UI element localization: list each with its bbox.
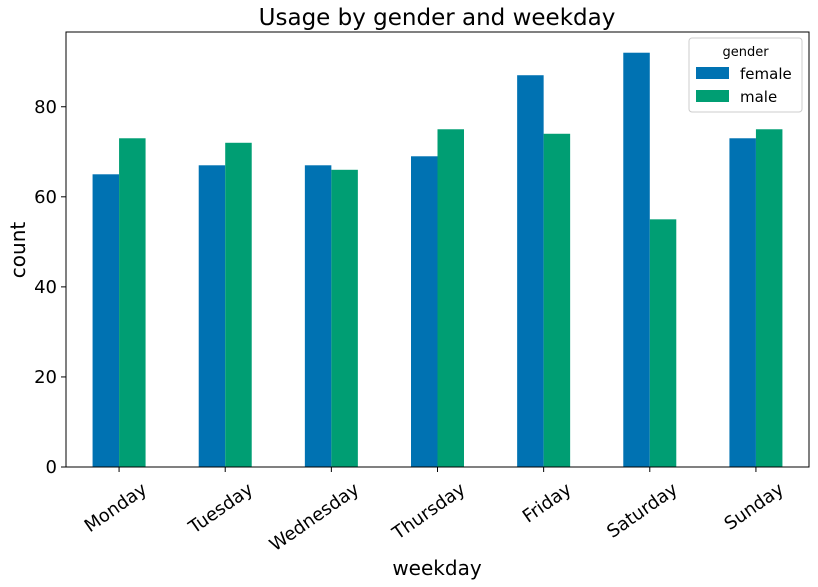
bar-male-tuesday [225, 142, 252, 467]
x-tick-label-saturday: Saturday [603, 479, 682, 543]
y-axis-title: count [6, 222, 30, 279]
bars-group [92, 52, 783, 468]
bar-female-friday [517, 75, 544, 468]
y-tick-label: 60 [34, 187, 57, 208]
y-tick-label: 40 [34, 277, 57, 298]
bar-male-friday [543, 133, 571, 467]
x-tick-label-thursday: Thursday [388, 479, 470, 545]
chart-title: Usage by gender and weekday [259, 5, 616, 31]
legend-swatch-female [696, 67, 729, 79]
x-tick-label-sunday: Sunday [721, 479, 789, 535]
bar-female-thursday [411, 156, 438, 468]
x-axis: Monday Tuesday Wednesday Thursday Friday Satu… [81, 467, 788, 556]
plot-frame [65, 31, 810, 468]
bar-female-wednesday [304, 165, 332, 467]
y-axis: 0 20 40 60 80 [34, 97, 66, 478]
y-tick-label: 80 [34, 97, 57, 118]
bar-male-monday [119, 138, 146, 467]
bar-male-thursday [437, 129, 464, 467]
x-axis-title: weekday [392, 556, 482, 580]
y-tick-label: 0 [46, 457, 57, 478]
bar-male-saturday [649, 219, 677, 467]
x-tick-label-wednesday: Wednesday [266, 479, 364, 556]
legend: gender female male [688, 37, 803, 113]
x-tick-label-tuesday: Tuesday [184, 479, 257, 539]
legend-swatch-male [696, 90, 729, 102]
legend-label-male: male [740, 88, 777, 106]
legend-title: gender [722, 45, 769, 60]
x-tick-label-friday: Friday [519, 479, 576, 528]
bar-female-tuesday [198, 165, 226, 467]
bar-female-sunday [729, 138, 756, 467]
y-tick-label: 20 [34, 367, 57, 388]
legend-label-female: female [740, 65, 792, 83]
bar-male-wednesday [331, 169, 358, 467]
x-tick-label-monday: Monday [81, 479, 152, 537]
bar-male-sunday [755, 129, 783, 467]
bar-female-saturday [623, 52, 650, 467]
bar-female-monday [92, 174, 120, 467]
